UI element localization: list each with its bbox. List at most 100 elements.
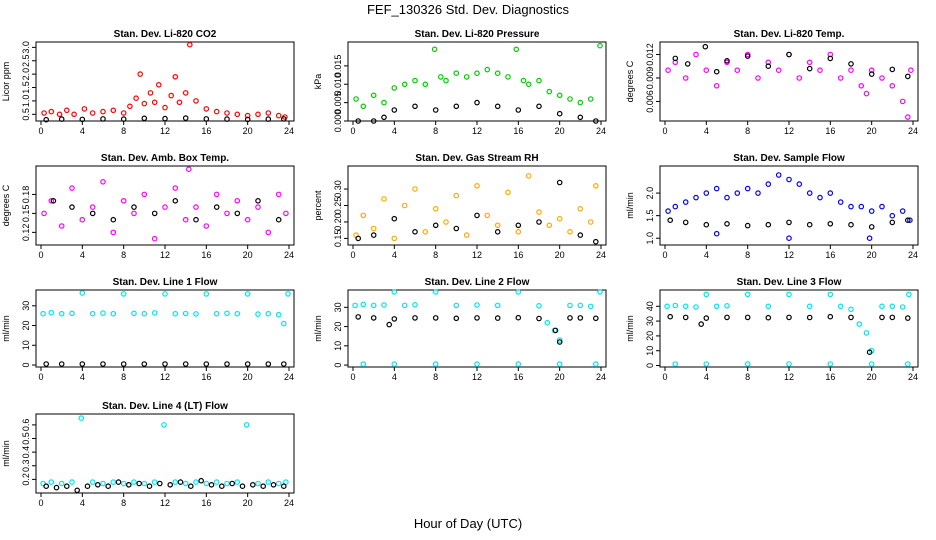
data-point bbox=[43, 361, 50, 367]
data-point bbox=[515, 314, 522, 321]
data-point bbox=[744, 291, 751, 298]
data-point bbox=[868, 224, 875, 230]
data-point bbox=[265, 229, 272, 236]
x-tick-label: 8 bbox=[433, 372, 438, 382]
data-point bbox=[381, 196, 387, 202]
data-point bbox=[131, 479, 137, 485]
data-point bbox=[391, 215, 398, 222]
series-2 bbox=[355, 314, 599, 345]
data-point bbox=[234, 198, 241, 204]
data-point bbox=[505, 189, 511, 196]
data-point bbox=[422, 229, 429, 235]
data-point bbox=[43, 116, 50, 123]
panel-4: Stan. Dev. Amb. Box Temp. degrees C 0 4 8 12 1… bbox=[1, 153, 295, 260]
data-point bbox=[213, 191, 220, 198]
x-tick-label: 24 bbox=[284, 126, 294, 136]
x-tick-label: 8 bbox=[433, 250, 438, 260]
data-point bbox=[765, 314, 772, 321]
data-point bbox=[162, 115, 168, 122]
data-point bbox=[713, 83, 720, 89]
data-point bbox=[370, 225, 377, 232]
data-point bbox=[556, 179, 563, 186]
data-point bbox=[744, 222, 751, 229]
data-point bbox=[265, 479, 272, 485]
data-point bbox=[667, 217, 674, 224]
data-point bbox=[667, 313, 674, 320]
data-point bbox=[360, 361, 367, 367]
data-point bbox=[162, 104, 168, 111]
data-point bbox=[69, 310, 75, 317]
y-tick-label: 0.6 bbox=[21, 419, 31, 432]
data-point bbox=[239, 483, 246, 490]
data-point bbox=[505, 74, 511, 80]
x-tick-label: 16 bbox=[201, 126, 211, 136]
data-point bbox=[110, 216, 117, 223]
data-point bbox=[744, 185, 751, 192]
y-tick-label: 0.000 bbox=[333, 110, 343, 133]
panel-8: Stan. Dev. Line 2 Flow ml/min 0 4 8 12 16 20 24 0… bbox=[313, 277, 607, 382]
data-point bbox=[713, 68, 720, 75]
data-point bbox=[817, 194, 823, 201]
series-2 bbox=[43, 361, 287, 367]
data-point bbox=[234, 210, 241, 217]
x-tick-label: 8 bbox=[433, 126, 438, 136]
x-tick-label: 16 bbox=[825, 126, 835, 136]
data-point bbox=[432, 107, 439, 113]
data-point bbox=[203, 116, 210, 122]
series-2 bbox=[672, 43, 911, 80]
data-point bbox=[786, 51, 792, 58]
data-point bbox=[198, 477, 205, 484]
data-point bbox=[193, 216, 199, 223]
data-point bbox=[275, 311, 282, 318]
data-point bbox=[412, 229, 418, 235]
data-point bbox=[56, 111, 63, 118]
data-point bbox=[391, 316, 398, 322]
data-point bbox=[525, 81, 532, 88]
data-point bbox=[127, 103, 133, 110]
data-point bbox=[474, 361, 480, 367]
series-1 bbox=[41, 166, 289, 242]
data-point bbox=[703, 190, 710, 196]
x-tick-label: 24 bbox=[908, 126, 918, 136]
x-tick-label: 0 bbox=[350, 372, 355, 382]
series-2 bbox=[355, 99, 599, 124]
data-point bbox=[567, 96, 573, 102]
data-point bbox=[848, 67, 854, 74]
data-point bbox=[827, 221, 834, 227]
x-tick-label: 24 bbox=[284, 250, 294, 260]
data-point bbox=[391, 85, 398, 91]
data-point bbox=[765, 63, 772, 69]
data-point bbox=[79, 361, 86, 367]
data-point bbox=[275, 216, 282, 223]
data-point bbox=[703, 315, 710, 321]
data-point bbox=[536, 209, 542, 215]
x-tick-label: 0 bbox=[350, 126, 355, 136]
x-tick-label: 0 bbox=[38, 498, 43, 508]
x-tick-label: 20 bbox=[867, 250, 877, 260]
x-tick-label: 8 bbox=[121, 372, 126, 382]
data-point bbox=[120, 198, 127, 204]
x-tick-label: 12 bbox=[472, 250, 482, 260]
data-point bbox=[401, 302, 408, 309]
data-point bbox=[837, 199, 844, 205]
data-point bbox=[786, 219, 792, 226]
y-axis-label: ml/min bbox=[1, 440, 11, 467]
x-tick-label: 20 bbox=[243, 126, 253, 136]
x-tick-label: 20 bbox=[867, 372, 877, 382]
data-point bbox=[848, 314, 854, 321]
data-point bbox=[370, 92, 377, 99]
data-point bbox=[355, 118, 362, 124]
data-point bbox=[827, 190, 834, 196]
data-point bbox=[255, 198, 261, 204]
data-point bbox=[43, 483, 50, 490]
data-point bbox=[115, 479, 122, 485]
y-axis-label: ml/min bbox=[1, 315, 11, 342]
data-point bbox=[755, 75, 761, 81]
data-point bbox=[703, 67, 710, 74]
data-point bbox=[587, 303, 594, 310]
data-point bbox=[908, 67, 914, 74]
data-point bbox=[837, 303, 844, 310]
figure-title: FEF_130326 Std. Dev. Diagnostics bbox=[366, 2, 570, 17]
data-point bbox=[848, 306, 854, 313]
x-tick-label: 12 bbox=[784, 126, 794, 136]
